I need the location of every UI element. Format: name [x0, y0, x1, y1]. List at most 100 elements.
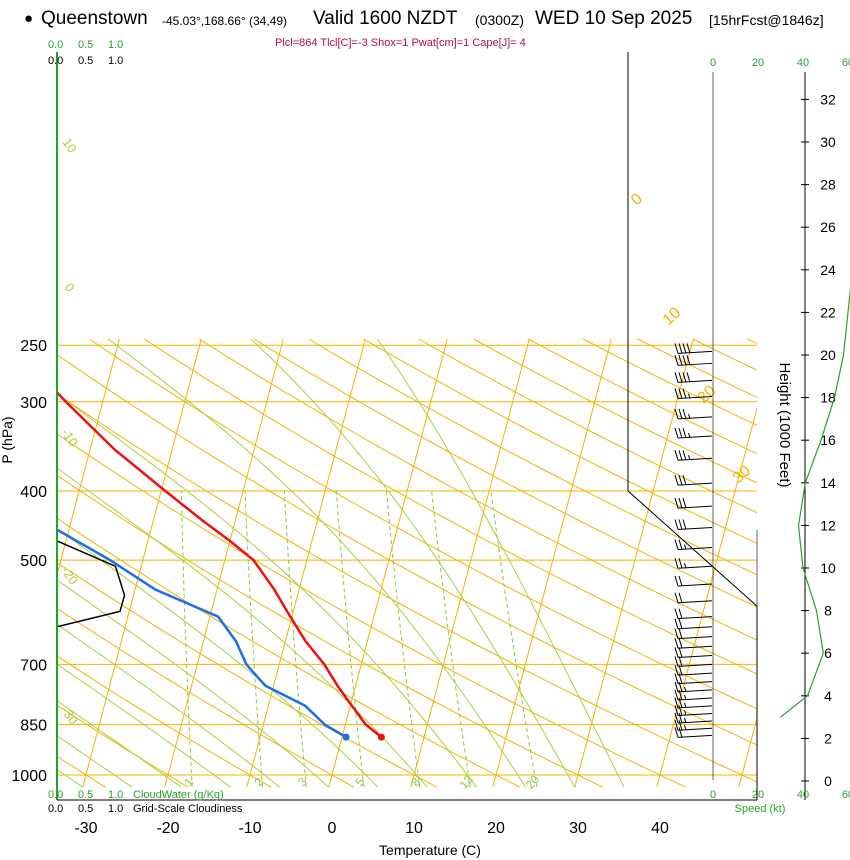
wind-barb-flag: [678, 656, 683, 667]
wind-barb-flag: [674, 343, 679, 354]
cloudwater-label: CloudWater (g/Kg): [133, 789, 224, 801]
isotherm-line: [656, 406, 757, 788]
profiles: [57, 390, 385, 741]
height-tick-label: 12: [820, 517, 836, 533]
wind-barb-flag: [678, 519, 683, 530]
moist-adiabat-line: [57, 528, 379, 788]
wind-barb: [674, 497, 713, 509]
height-tick-label: 10: [820, 560, 836, 576]
wind-barb-flag: [678, 388, 683, 399]
wind-barb-half-flag: [684, 563, 687, 569]
speed-axis-title: Speed (kt): [735, 803, 786, 815]
dry-adiabat-line: [89, 338, 757, 710]
wind-barb-flag: [682, 474, 687, 486]
wind-barb-staff: [677, 482, 713, 486]
speed-top-tick: 60: [842, 57, 850, 69]
wind-barb-flag: [686, 372, 691, 383]
wind-barb-flag: [682, 497, 687, 509]
speed-bottom-tick: 60: [842, 789, 850, 801]
location-coords: -45.03°,168.66° (34,49): [162, 14, 288, 28]
wind-barb: [674, 638, 713, 649]
dry-adiabat-line: [473, 338, 757, 484]
wind-barb-flag: [674, 427, 679, 439]
wind-barb-half-flag: [684, 694, 687, 701]
moist-adiabat-line: [250, 338, 576, 788]
wind-barb-flag: [682, 450, 687, 461]
top-cloudwater-tick: 0.5: [78, 39, 93, 51]
moist-adiabat-line: [57, 735, 133, 788]
wind-barb-flag: [674, 712, 679, 724]
moist-adiabat-label: -10: [58, 425, 81, 449]
wind-barb: [674, 355, 713, 366]
dry-adiabat-line: [57, 433, 686, 788]
dry-adiabat-line: [57, 755, 106, 788]
wind-barb-flag: [686, 343, 691, 354]
mixing-ratio-line: [244, 490, 263, 788]
pressure-tick-label: 1000: [11, 768, 47, 785]
wind-barb-flag: [674, 558, 679, 569]
dry-adiabat-line: [418, 338, 757, 514]
height-tick-label: 16: [820, 432, 836, 448]
dry-adiabat-label: 30: [730, 462, 755, 487]
pressure-tick-label: 500: [20, 553, 47, 570]
wind-barb: [674, 727, 713, 738]
wind-barb: [674, 697, 713, 709]
wind-barb-flag: [678, 705, 683, 716]
wind-barb-flag: [678, 497, 683, 509]
wind-barb-flag: [674, 720, 679, 731]
wind-barb: [674, 450, 713, 461]
height-tick-label: 22: [820, 304, 836, 320]
wind-barb-staff: [677, 600, 713, 604]
temperature-tick-label: -20: [156, 820, 179, 837]
wind-barb: [674, 408, 713, 420]
wind-barb-flag: [678, 408, 683, 420]
wind-barb-half-flag: [684, 702, 687, 708]
valid-time: Valid 1600 NZDT: [313, 8, 458, 29]
height-tick-label: 14: [820, 475, 836, 491]
wind-barb-flag: [678, 720, 683, 731]
wind-barb-flag: [674, 608, 679, 619]
wind-barb-staff: [677, 712, 713, 716]
wind-barb-flag: [678, 638, 683, 649]
dry-adiabat-line: [527, 338, 757, 455]
bottom-cloudwater-tick: 0.5: [78, 789, 93, 801]
moist-adiabat-line: [57, 393, 477, 788]
mixing-ratio-label: 5: [352, 775, 367, 789]
moist-adiabat-label: 10: [59, 135, 80, 155]
wind-barb-flag: [678, 727, 683, 738]
wind-speed-line: [780, 287, 850, 718]
bottom-cloudwater-tick: 0.0: [48, 789, 63, 801]
wind-barb-flag: [674, 647, 679, 658]
wind-barb-flag: [674, 628, 679, 639]
wind-barb: [674, 712, 713, 724]
wind-barb-staff: [677, 583, 713, 587]
wind-barb: [674, 720, 713, 731]
wind-barb-flag: [674, 618, 679, 629]
dry-adiabat-line: [637, 338, 757, 398]
wind-barb-staff: [677, 681, 713, 685]
mixing-ratio-line: [431, 490, 471, 788]
cloudiness-line: [57, 540, 126, 628]
bottom-cloudiness-tick: 0.5: [78, 803, 93, 815]
moist-adiabat-line: [57, 467, 428, 788]
wind-barb-flag: [674, 539, 679, 550]
isotherm-line: [82, 338, 202, 788]
wind-barb-flag: [674, 497, 679, 509]
wind-barb: [674, 539, 713, 550]
wind-barb-half-flag: [684, 725, 687, 731]
dry-adiabat-line: [363, 338, 757, 544]
top-cloudwater-tick: 1.0: [108, 39, 123, 51]
mixing-ratio-line: [490, 490, 538, 788]
wind-barb-staff: [677, 626, 713, 630]
wind-barb-flag: [674, 689, 679, 701]
mixing-ratio-label: 2: [251, 775, 266, 789]
wind-barb-flag: [674, 592, 679, 603]
wind-barb-flag: [674, 697, 679, 708]
height-tick-label: 20: [820, 347, 836, 363]
isotherm-line: [492, 338, 612, 788]
wind-barb-flag: [682, 372, 687, 383]
wind-barb-staff: [677, 720, 713, 724]
wind-barb-flag: [674, 450, 679, 461]
